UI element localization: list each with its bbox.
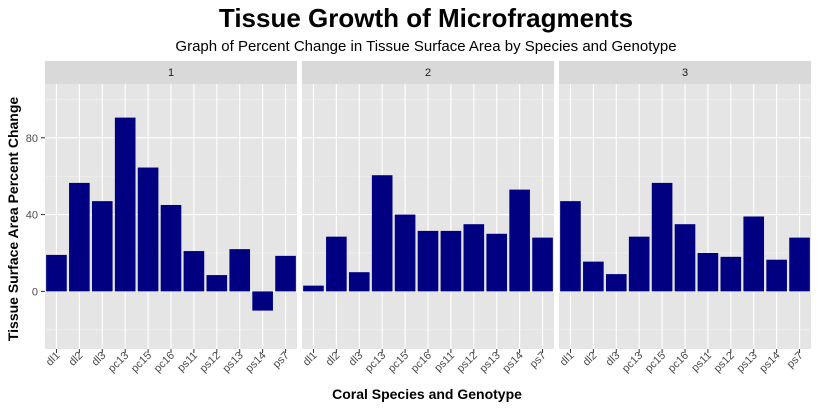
x-tick-label: ps14 (500, 350, 525, 375)
x-tick-label: dl1 (301, 350, 320, 369)
x-tick-label: pc15 (129, 350, 154, 375)
bar (160, 204, 182, 292)
bar (137, 167, 159, 292)
x-tick-label: pc15 (643, 350, 668, 375)
bar (114, 117, 136, 292)
bar (371, 175, 393, 292)
x-tick-label: pc15 (386, 350, 411, 375)
x-tick-label: pc16 (409, 350, 434, 375)
y-axis-title: Tissue Surface Area Percent Change (5, 97, 21, 342)
x-tick-label: dl1 (44, 350, 63, 369)
bar (605, 274, 627, 292)
x-axis-title: Coral Species and Genotype (332, 386, 522, 402)
bar (417, 230, 439, 292)
y-tick-label: 40 (26, 210, 38, 222)
bar (697, 252, 719, 292)
chart-subtitle: Graph of Percent Change in Tissue Surfac… (175, 38, 676, 55)
bar (326, 236, 347, 292)
x-tick-label: dl2 (324, 350, 343, 369)
x-tick-label: ps11 (689, 350, 714, 375)
facet-strip (559, 61, 811, 84)
y-tick-label: 0 (32, 286, 38, 298)
bar (628, 236, 650, 292)
bar (183, 251, 205, 292)
x-tick-label: ps12 (455, 350, 480, 375)
x-tick-label: ps11 (175, 350, 200, 375)
x-tick-label: ps7 (528, 350, 549, 371)
bar (532, 237, 553, 292)
bar (91, 201, 113, 292)
x-tick-label: pc16 (666, 350, 691, 375)
facet-strip-label: 1 (168, 67, 174, 79)
bar (583, 261, 604, 292)
bar (275, 255, 296, 292)
bar (509, 189, 530, 292)
x-tick-label: pc13 (106, 350, 131, 375)
x-tick-label: dl2 (581, 350, 600, 369)
y-tick-label: 80 (26, 133, 38, 145)
x-tick-label: ps12 (198, 350, 223, 375)
bar (303, 285, 324, 292)
x-tick-label: pc13 (620, 350, 645, 375)
x-tick-label: ps12 (712, 350, 737, 375)
bar (789, 237, 810, 292)
bar (486, 233, 508, 292)
bar (440, 230, 462, 292)
x-tick-label: ps7 (785, 350, 806, 371)
x-tick-label: ps11 (432, 350, 457, 375)
x-tick-label: ps13 (220, 350, 245, 375)
bar (743, 216, 765, 292)
x-tick-label: ps13 (477, 350, 502, 375)
bar (46, 254, 67, 292)
x-tick-label: ps14 (243, 350, 268, 375)
facet-strip (302, 61, 554, 84)
bar (394, 214, 416, 292)
bar (674, 224, 696, 292)
x-tick-label: ps7 (271, 350, 292, 371)
x-tick-label: dl1 (558, 350, 577, 369)
bar (69, 182, 90, 292)
facet-strip-label: 3 (682, 67, 688, 79)
x-tick-label: ps13 (734, 350, 759, 375)
chart-title: Tissue Growth of Microfragments (219, 3, 633, 33)
x-tick-label: pc13 (363, 350, 388, 375)
bar (206, 275, 228, 292)
bar (560, 201, 581, 292)
bar (463, 224, 485, 292)
x-tick-label: pc16 (152, 350, 177, 375)
facet-strip (45, 61, 297, 84)
bar (252, 291, 273, 311)
x-tick-label: dl2 (67, 350, 86, 369)
bar (766, 259, 787, 292)
facet-strip-label: 2 (425, 67, 431, 79)
bar (720, 256, 742, 292)
bar (348, 272, 370, 292)
bar (229, 249, 251, 292)
x-tick-label: ps14 (757, 350, 782, 375)
bar (651, 182, 673, 292)
